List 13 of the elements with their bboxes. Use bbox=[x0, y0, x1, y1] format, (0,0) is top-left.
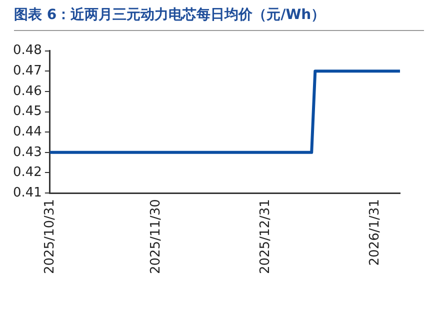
x-tick-label: 2025/12/31 bbox=[258, 199, 274, 274]
x-tick-label: 2025/10/31 bbox=[42, 199, 58, 274]
y-tick-label: 0.46 bbox=[12, 84, 42, 99]
y-tick-label: 0.45 bbox=[12, 104, 42, 120]
y-tick-label: 0.44 bbox=[12, 124, 42, 140]
chart-title: 图表 6：近两月三元动力电芯每日均价（元/Wh） bbox=[14, 6, 424, 31]
y-tick-label: 0.43 bbox=[12, 144, 42, 160]
y-tick-label: 0.42 bbox=[12, 165, 42, 180]
x-tick-label: 2026/1/31 bbox=[368, 199, 383, 266]
y-tick-label: 0.41 bbox=[12, 185, 42, 200]
x-tick-label: 2025/11/30 bbox=[148, 199, 164, 274]
y-tick-label: 0.48 bbox=[12, 43, 42, 58]
y-tick-label: 0.47 bbox=[12, 64, 42, 78]
